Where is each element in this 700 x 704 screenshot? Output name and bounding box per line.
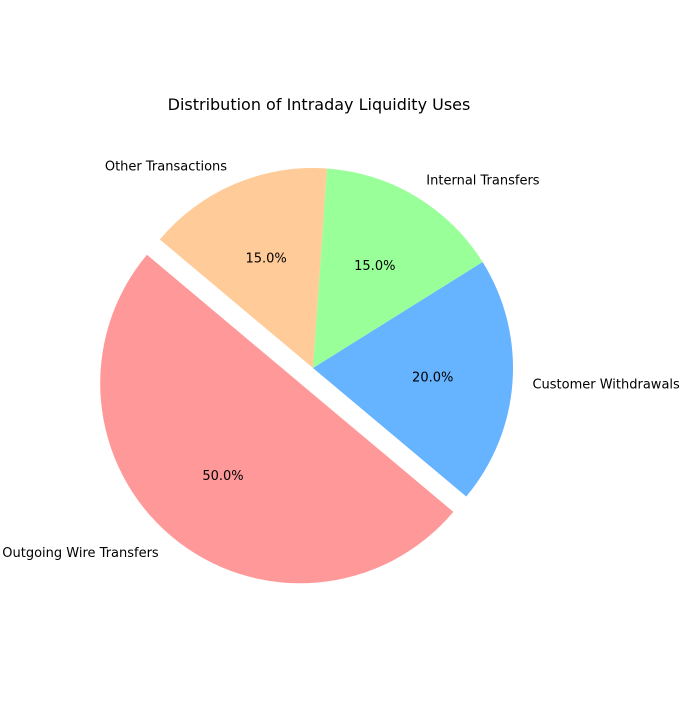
slices-layer bbox=[100, 167, 514, 584]
pie-pct-label: 15.0% bbox=[354, 259, 395, 274]
pie-slice-internal-transfers bbox=[313, 168, 483, 368]
pie-pct-label: 15.0% bbox=[245, 252, 286, 267]
pie-category-label: Customer Withdrawals bbox=[532, 377, 680, 392]
pie-pct-label: 20.0% bbox=[412, 370, 453, 385]
pie-slice-other-transactions bbox=[159, 167, 327, 368]
pie-category-label: Other Transactions bbox=[105, 159, 227, 174]
labels-layer: 50.0% Outgoing Wire Transfers 20.0% Custome… bbox=[2, 159, 680, 560]
pie-category-label: Internal Transfers bbox=[426, 173, 540, 188]
pie-slice-customer-withdrawals bbox=[313, 262, 514, 497]
pie-pct-label: 50.0% bbox=[202, 469, 243, 484]
pie-category-label: Outgoing Wire Transfers bbox=[2, 546, 159, 561]
pie-slice-outgoing-wire-transfers bbox=[100, 254, 454, 584]
chart-title: Distribution of Intraday Liquidity Uses bbox=[168, 95, 471, 114]
